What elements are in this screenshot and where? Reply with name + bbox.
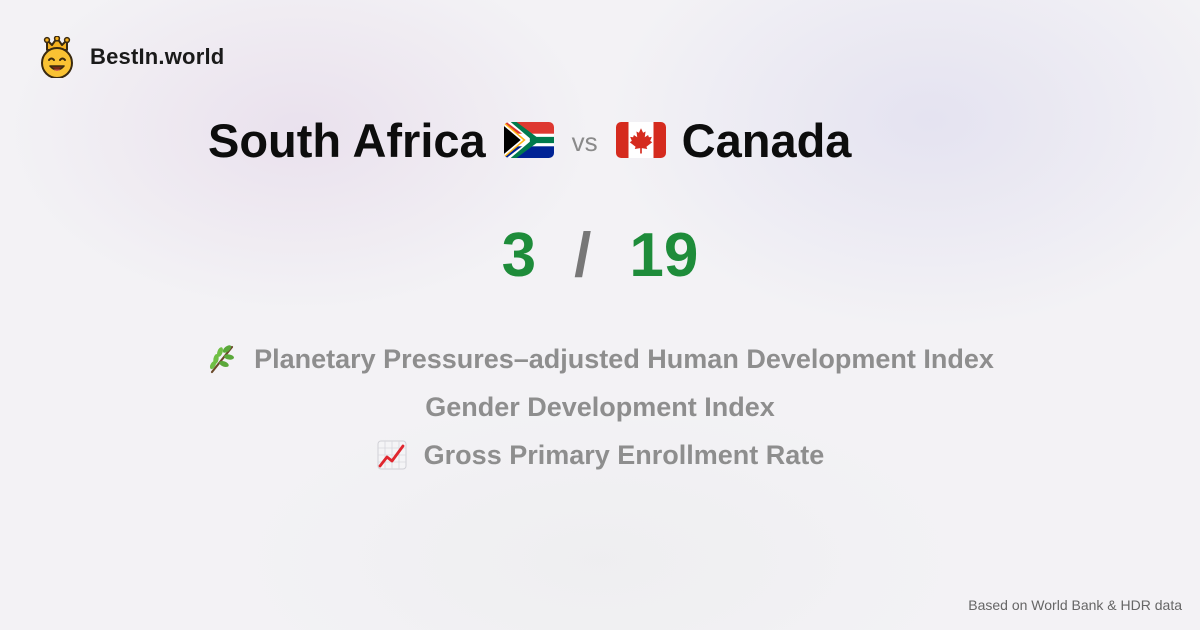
metric-item: Planetary Pressures–adjusted Human Devel… [0, 335, 1200, 383]
south-africa-flag-icon [503, 122, 554, 158]
metric-label: Gross Primary Enrollment Rate [423, 439, 825, 470]
comparison-title: South Africa vs Canada [208, 108, 851, 172]
canada-flag-icon [615, 122, 666, 158]
country-b-name: Canada [681, 113, 852, 167]
metric-label: Planetary Pressures–adjusted Human Devel… [254, 343, 994, 374]
country-a-name: South Africa [208, 113, 486, 167]
metric-label: Gender Development Index [425, 391, 775, 422]
vs-label: vs [571, 126, 598, 157]
herb-icon [210, 345, 235, 374]
brand-name: BestIn.world [90, 44, 225, 69]
score-a: 3 [501, 221, 537, 290]
metric-item: Gender Development Index [0, 383, 1200, 431]
score: 3 / 19 [0, 220, 1200, 291]
score-b: 19 [629, 221, 699, 290]
score-separator: / [574, 221, 592, 290]
chart-increasing-icon [377, 440, 407, 470]
brand[interactable]: BestIn.world [38, 36, 224, 78]
metric-item: Gross Primary Enrollment Rate [0, 431, 1200, 479]
data-source-note: Based on World Bank & HDR data [968, 597, 1182, 613]
metrics-list: Planetary Pressures–adjusted Human Devel… [0, 335, 1200, 479]
crowned-smiley-icon [41, 36, 73, 78]
